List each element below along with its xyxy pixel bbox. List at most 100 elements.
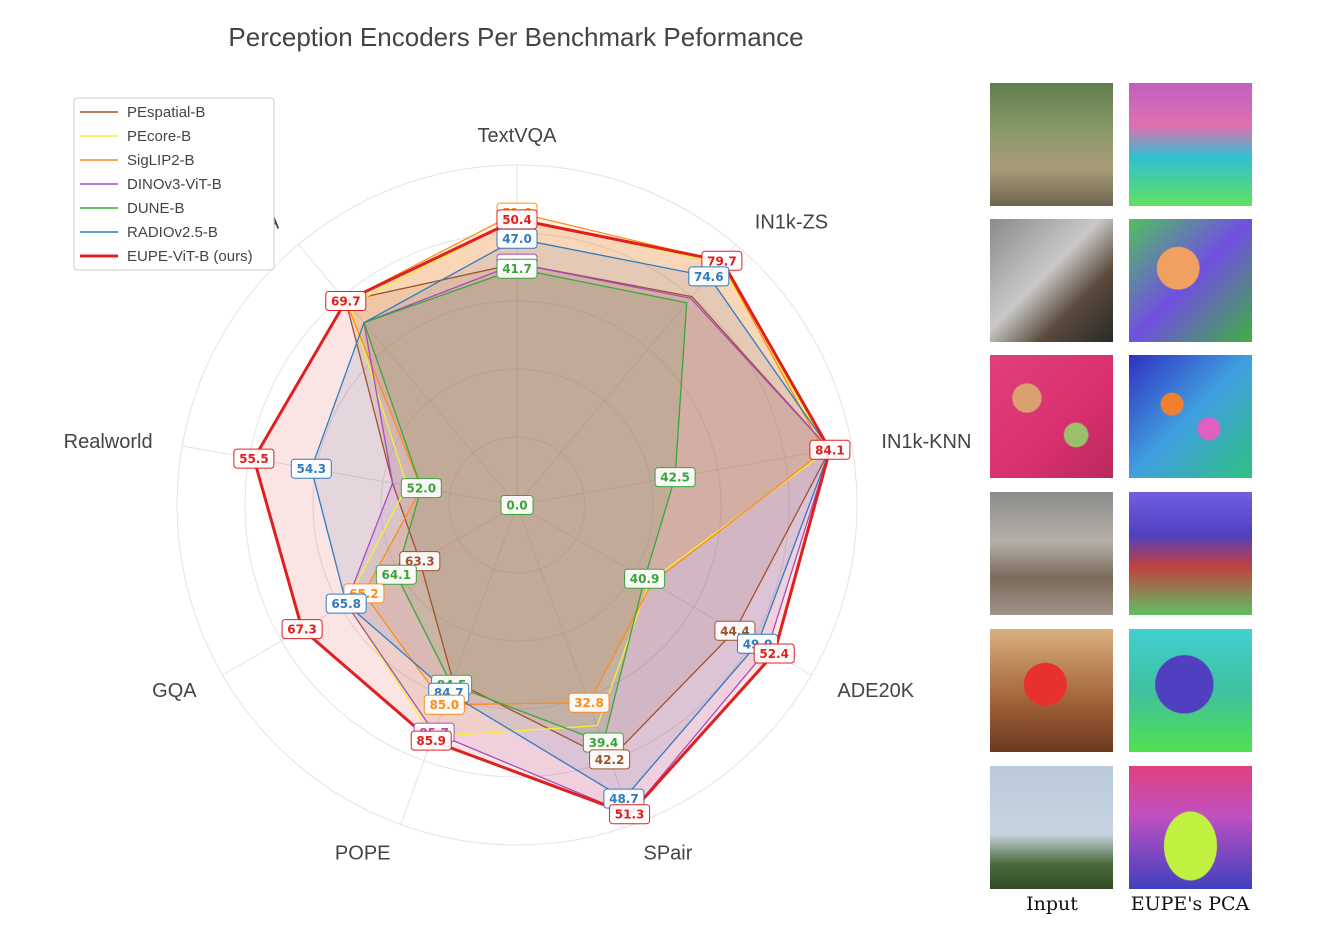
legend-box xyxy=(73,97,275,271)
svg-text:47.0: 47.0 xyxy=(502,232,532,246)
pca-image-workshop-pca xyxy=(1129,492,1252,615)
axis-label-realworld: Realworld xyxy=(64,431,153,453)
spoke-in1k-zs xyxy=(516,244,736,506)
svg-text:41.7: 41.7 xyxy=(502,262,532,276)
svg-text:42.5: 42.5 xyxy=(660,471,690,485)
data-label-dune-b-textvqa: 41.7 xyxy=(496,258,538,279)
data-label-dune-b-in1k-knn: 42.5 xyxy=(654,467,696,488)
svg-text:DINOv3-ViT-B: DINOv3-ViT-B xyxy=(127,176,222,193)
legend-item-siglip2-b: SigLIP2-B xyxy=(80,152,195,169)
svg-text:85.0: 85.0 xyxy=(429,698,459,712)
axis-label-ade20k: ADE20K xyxy=(837,680,914,702)
input-image-dogs-on-floor xyxy=(990,219,1113,342)
legend-item-pespatial-b: PEspatial-B xyxy=(80,104,205,121)
data-label-siglip2-b-spair: 32.8 xyxy=(568,692,610,713)
pca-image-dogs-on-floor-pca xyxy=(1129,219,1252,342)
svg-text:65.8: 65.8 xyxy=(331,597,361,611)
data-label-radiov2-5-b-textvqa: 47.0 xyxy=(496,228,538,249)
input-image-happy-holidays-gift-box xyxy=(990,629,1113,752)
data-label-radiov2-5-b-realworld: 54.3 xyxy=(290,458,332,479)
input-image-food-plates-on-pink-cloth xyxy=(990,355,1113,478)
input-image-water-tower xyxy=(990,766,1113,889)
pca-image-gift-box-pca xyxy=(1129,629,1252,752)
data-label-eupe-vit-b-ours-in1k-zs: 79.7 xyxy=(701,250,743,271)
series-fill-pespatial-b xyxy=(345,263,830,760)
series-line-pecore-b xyxy=(345,218,829,738)
svg-text:40.9: 40.9 xyxy=(630,572,660,586)
data-label-eupe-vit-b-ours-gqa: 67.3 xyxy=(281,619,323,640)
spoke-pope xyxy=(400,504,518,825)
axis-label-spair: SPair xyxy=(644,843,693,865)
data-label-radiov2-5-b-gqa: 65.8 xyxy=(325,593,367,614)
svg-text:74.6: 74.6 xyxy=(694,270,724,284)
data-label-siglip2-b-pope: 85.0 xyxy=(423,694,465,715)
data-label-pespatial-b-spair: 42.2 xyxy=(589,749,631,770)
series-fill-siglip2-b xyxy=(345,212,824,705)
data-label-dune-b-realworld: 52.0 xyxy=(400,478,442,499)
pca-image-food-plates-pca xyxy=(1129,355,1252,478)
pca-image-giraffes-and-zebras-pca xyxy=(1129,83,1252,206)
data-label-dune-b-ade20k: 40.9 xyxy=(624,568,666,589)
svg-text:54.3: 54.3 xyxy=(296,462,326,476)
svg-text:39.4: 39.4 xyxy=(589,736,619,750)
svg-text:RADIOv2.5-B: RADIOv2.5-B xyxy=(127,224,218,241)
svg-text:52.4: 52.4 xyxy=(759,647,789,661)
chart-title: Perception Encoders Per Benchmark Peform… xyxy=(228,22,803,52)
series-line-radiov2-5-b xyxy=(310,238,831,800)
series-fill-eupe-vit-b-ours xyxy=(253,219,830,815)
svg-text:52.0: 52.0 xyxy=(406,482,436,496)
svg-text:0.0: 0.0 xyxy=(506,499,527,513)
data-label-dune-b-spair: 39.4 xyxy=(582,732,624,753)
spoke-spair xyxy=(516,504,634,825)
series-fill-radiov2-5-b xyxy=(311,238,830,799)
legend-item-radiov2-5-b: RADIOv2.5-B xyxy=(80,224,218,241)
series-line-pespatial-b xyxy=(345,262,831,761)
series-line-siglip2-b xyxy=(345,211,825,706)
svg-text:32.8: 32.8 xyxy=(574,696,604,710)
svg-text:42.2: 42.2 xyxy=(595,753,625,767)
svg-text:84.1: 84.1 xyxy=(815,443,845,457)
data-label-eupe-vit-b-ours-ade20k: 52.4 xyxy=(753,643,795,664)
svg-text:EUPE-ViT-B (ours): EUPE-ViT-B (ours) xyxy=(127,248,253,265)
svg-text:PEcore-B: PEcore-B xyxy=(127,128,191,145)
data-label-radiov2-5-b-in1k-zs: 74.6 xyxy=(688,266,730,287)
svg-text:69.7: 69.7 xyxy=(331,295,361,309)
data-label-eupe-vit-b-ours-sqa: 69.7 xyxy=(325,291,367,311)
spoke-sqa xyxy=(298,244,518,506)
series-line-dune-b xyxy=(363,268,688,744)
svg-text:51.3: 51.3 xyxy=(615,808,645,822)
axis-label-in1k-zs: IN1k-ZS xyxy=(755,212,828,234)
svg-text:67.3: 67.3 xyxy=(287,623,317,637)
legend-item-dinov3-vit-b: DINOv3-ViT-B xyxy=(80,176,222,193)
axis-label-gqa: GQA xyxy=(152,680,197,702)
legend-item-dune-b: DUNE-B xyxy=(80,200,185,217)
data-label-eupe-vit-b-ours-spair: 51.3 xyxy=(609,804,651,825)
svg-text:SigLIP2-B: SigLIP2-B xyxy=(127,152,195,169)
pca-image-water-tower-pca xyxy=(1129,766,1252,889)
data-label-dune-b-center: 0.0 xyxy=(500,495,534,515)
svg-text:85.9: 85.9 xyxy=(416,734,446,748)
input-image-giraffes-and-zebras xyxy=(990,83,1113,206)
axis-label-in1k-knn: IN1k-KNN xyxy=(881,431,971,453)
svg-text:55.5: 55.5 xyxy=(239,452,269,466)
input-image-workshop-with-scaffolding xyxy=(990,492,1113,615)
legend-item-pecore-b: PEcore-B xyxy=(80,128,191,145)
input-column-label: Input xyxy=(1026,893,1078,915)
legend-item-eupe-vit-b-ours: EUPE-ViT-B (ours) xyxy=(80,248,253,265)
data-label-eupe-vit-b-ours-textvqa: 50.4 xyxy=(496,209,538,230)
svg-text:48.7: 48.7 xyxy=(609,792,639,806)
axis-label-pope: POPE xyxy=(335,843,391,865)
svg-text:50.4: 50.4 xyxy=(502,213,532,227)
series-line-eupe-vit-b-ours xyxy=(252,217,832,816)
legend: PEspatial-B PEcore-B SigLIP2-B DINOv3-ViT-B… xyxy=(73,97,275,271)
pca-column-label: EUPE's PCA xyxy=(1130,893,1250,915)
data-label-dune-b-gqa: 64.1 xyxy=(375,564,417,585)
data-label-eupe-vit-b-ours-realworld: 55.5 xyxy=(233,448,275,469)
data-label-eupe-vit-b-ours-in1k-knn: 84.1 xyxy=(809,439,851,460)
svg-text:DUNE-B: DUNE-B xyxy=(127,200,185,217)
axis-label-textvqa: TextVQA xyxy=(478,125,558,147)
series-line-dinov3-vit-b xyxy=(345,262,831,815)
svg-text:64.1: 64.1 xyxy=(381,568,411,582)
series-fills xyxy=(253,212,830,815)
